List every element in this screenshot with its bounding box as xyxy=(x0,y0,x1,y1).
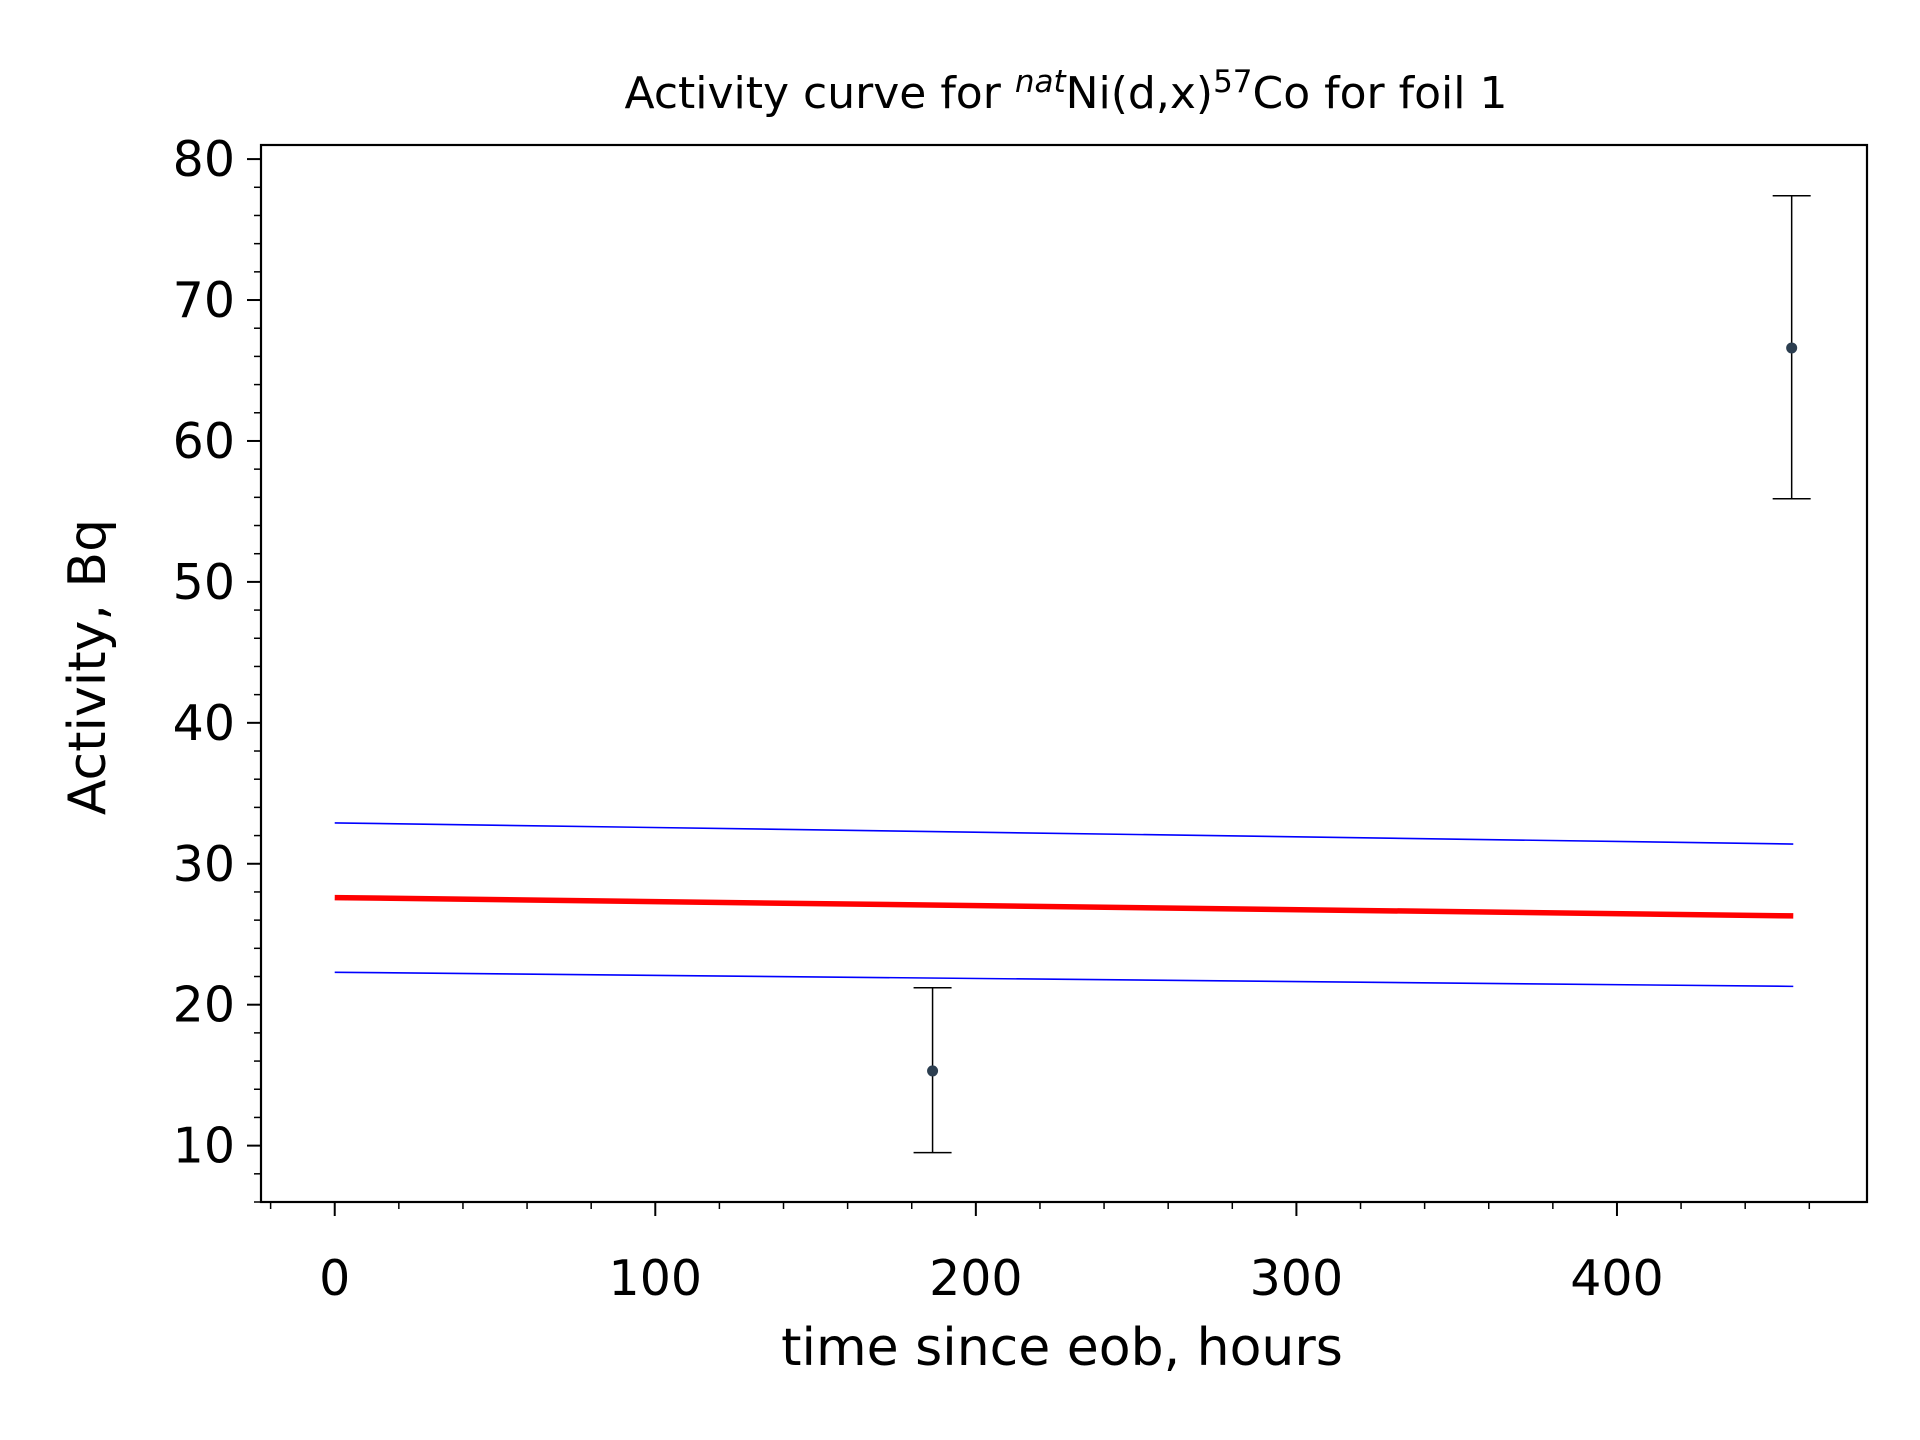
y-tick-label: 50 xyxy=(173,554,235,611)
y-axis-label: Activity, Bq xyxy=(58,519,118,815)
plot-marks xyxy=(334,194,1811,1154)
uncertainty-band-line xyxy=(334,971,1794,988)
y-tick-label: 70 xyxy=(173,272,235,329)
x-tick-label: 0 xyxy=(319,1250,350,1307)
x-tick-label: 400 xyxy=(1570,1250,1664,1307)
uncertainty-band-line xyxy=(334,822,1794,845)
x-tick-label: 200 xyxy=(929,1250,1023,1307)
y-tick-label: 10 xyxy=(173,1118,235,1175)
plot-frame xyxy=(259,143,1869,1204)
y-tick-label: 20 xyxy=(173,977,235,1034)
y-tick-label: 30 xyxy=(173,836,235,893)
x-tick-label: 100 xyxy=(609,1250,703,1307)
y-tick-label: 80 xyxy=(173,131,235,188)
fit-curve-line xyxy=(334,894,1794,919)
chart-title: Activity curve for natNi(d,x)57Co for fo… xyxy=(625,64,1508,119)
x-axis-label: time since eob, hours xyxy=(781,1318,1343,1378)
x-tick-label: 300 xyxy=(1250,1250,1344,1307)
y-tick-label: 40 xyxy=(173,695,235,752)
data-point xyxy=(1786,342,1798,354)
data-point xyxy=(927,1065,939,1077)
y-tick-label: 60 xyxy=(173,413,235,470)
axes: 0 100 200 300 400 10 20 30 40 50 60 70 80 xyxy=(173,131,1869,1307)
